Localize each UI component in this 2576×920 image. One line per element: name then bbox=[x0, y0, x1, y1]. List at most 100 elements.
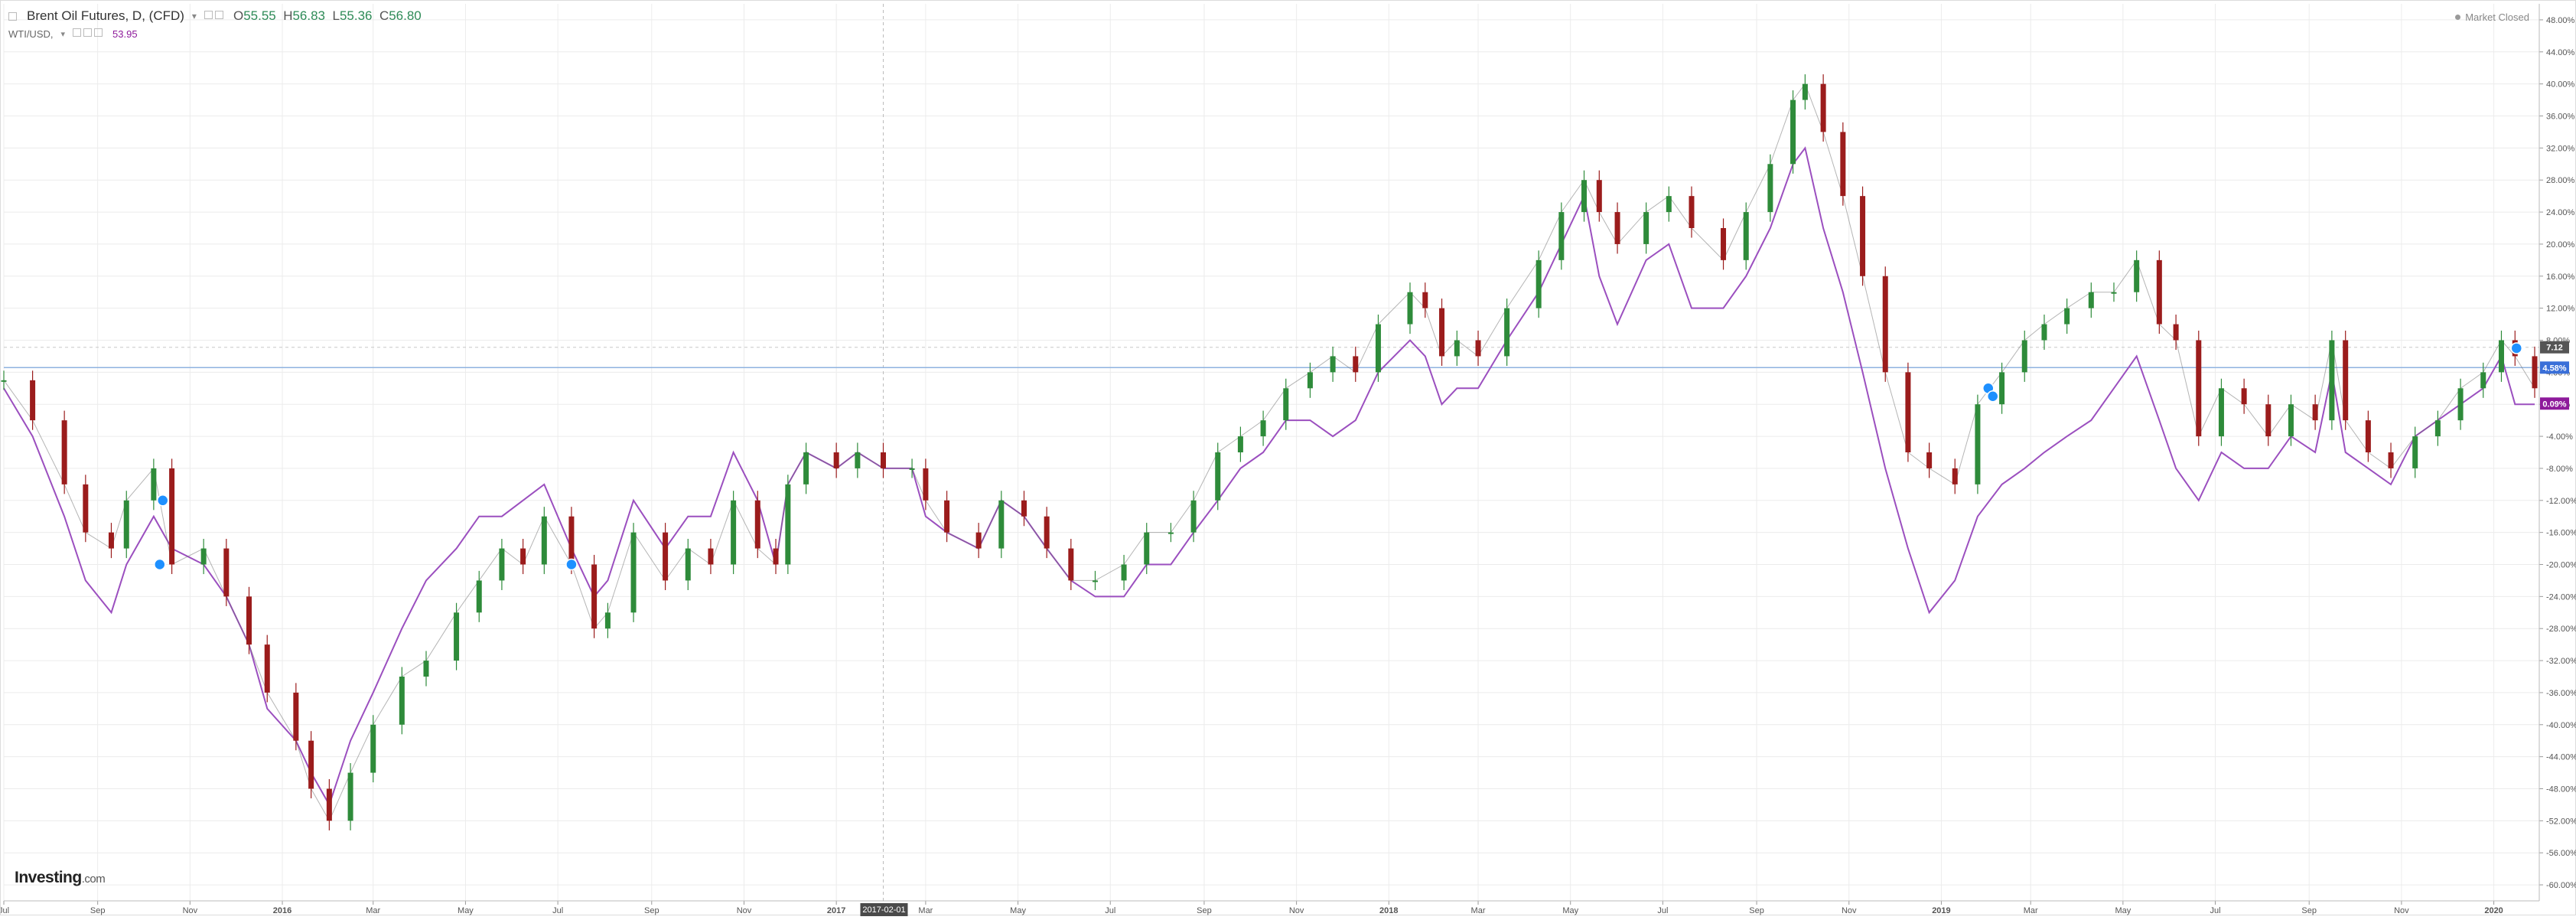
secondary-remove-icon[interactable] bbox=[94, 28, 103, 37]
brent-candle bbox=[2434, 410, 2441, 446]
candle-body bbox=[308, 740, 314, 789]
status-dot-icon bbox=[2455, 15, 2461, 20]
candle-body bbox=[2412, 436, 2418, 468]
candle-body bbox=[223, 548, 230, 597]
candle-body bbox=[1475, 340, 1481, 357]
candle-body bbox=[1330, 356, 1336, 373]
y-tick-label: -24.00% bbox=[2546, 592, 2576, 602]
y-tick-label: 40.00% bbox=[2546, 80, 2575, 90]
x-tick-label: May bbox=[458, 906, 474, 915]
brent-candle bbox=[685, 539, 691, 590]
brent-candle bbox=[1952, 458, 1958, 494]
brent-candle bbox=[1926, 442, 1933, 478]
candle-body bbox=[855, 452, 861, 468]
brent-candle bbox=[293, 683, 299, 751]
price-label-text: 4.58% bbox=[2542, 364, 2566, 373]
candle-body bbox=[1721, 228, 1727, 260]
brent-candle bbox=[2218, 378, 2224, 446]
brent-candle bbox=[1802, 74, 1808, 110]
candle-body bbox=[1504, 308, 1510, 357]
brent-candle bbox=[423, 651, 429, 687]
x-tick-label: 2019 bbox=[1932, 906, 1950, 915]
price-label-text: 0.09% bbox=[2542, 400, 2566, 409]
x-tick-label: Jul bbox=[1, 906, 9, 915]
hide-icon[interactable] bbox=[214, 11, 223, 19]
y-tick-label: -28.00% bbox=[2546, 625, 2576, 634]
candle-body bbox=[975, 532, 982, 549]
y-tick-label: 16.00% bbox=[2546, 272, 2575, 282]
brent-candle bbox=[2156, 250, 2162, 334]
brent-candle bbox=[308, 731, 314, 799]
secondary-chevron-icon[interactable]: ▾ bbox=[60, 29, 66, 39]
brent-candle bbox=[708, 539, 714, 575]
y-tick-label: -52.00% bbox=[2546, 817, 2576, 826]
candle-body bbox=[630, 532, 637, 613]
secondary-settings-icon[interactable] bbox=[73, 28, 82, 37]
settings-icon[interactable] bbox=[204, 11, 213, 19]
brent-candle bbox=[1422, 282, 1428, 318]
candle-body bbox=[2434, 420, 2441, 437]
brent-candle bbox=[1666, 186, 1672, 222]
brent-candle bbox=[1215, 442, 1221, 511]
x-tick-label: Sep bbox=[2301, 906, 2317, 915]
brent-trace bbox=[3, 83, 2535, 822]
candle-body bbox=[1121, 564, 1127, 581]
brent-candle bbox=[591, 554, 598, 638]
x-tick-label: May bbox=[1562, 906, 1578, 915]
candle-body bbox=[2265, 404, 2272, 437]
candle-body bbox=[2218, 388, 2224, 437]
x-tick-label: May bbox=[2115, 906, 2131, 915]
x-tick-label: Sep bbox=[1197, 906, 1212, 915]
brent-candle bbox=[833, 442, 839, 478]
market-status: Market Closed bbox=[2455, 11, 2529, 23]
y-tick-label: 28.00% bbox=[2546, 176, 2575, 185]
legend-chevron-icon[interactable]: ▾ bbox=[191, 11, 197, 21]
brent-candle bbox=[1144, 523, 1150, 575]
candle-body bbox=[2173, 324, 2179, 341]
x-tick-label: Mar bbox=[918, 906, 933, 915]
brent-candle bbox=[499, 539, 505, 590]
price-label-box bbox=[2540, 397, 2569, 410]
candle-body bbox=[1454, 340, 1460, 357]
y-tick-label: -8.00% bbox=[2546, 465, 2573, 474]
secondary-hide-icon[interactable] bbox=[83, 28, 93, 37]
brent-candle bbox=[1975, 394, 1981, 494]
brent-candle bbox=[246, 586, 252, 654]
brent-candle bbox=[1237, 426, 1243, 462]
event-marker-icon bbox=[2510, 342, 2523, 354]
candle-body bbox=[1926, 452, 1933, 468]
candle-body bbox=[2134, 259, 2140, 292]
candle-body bbox=[833, 452, 839, 468]
collapse-icon[interactable] bbox=[8, 11, 17, 21]
secondary-value: 53.95 bbox=[112, 28, 138, 40]
candle-body bbox=[2156, 259, 2162, 325]
candle-body bbox=[2329, 340, 2335, 421]
x-tick-label: Nov bbox=[1289, 906, 1304, 915]
candle-body bbox=[370, 724, 376, 773]
x-tick-label: Jul bbox=[2210, 906, 2221, 915]
candle-body bbox=[2480, 372, 2486, 389]
candle-body bbox=[1144, 532, 1150, 565]
brent-candle bbox=[520, 539, 526, 575]
candle-body bbox=[1190, 500, 1197, 533]
candle-body bbox=[454, 612, 460, 661]
brent-candle bbox=[1260, 410, 1266, 446]
brent-candle bbox=[1689, 186, 1695, 238]
candle-body bbox=[604, 612, 611, 629]
brent-candle bbox=[1475, 330, 1481, 366]
candle-body bbox=[326, 788, 332, 821]
y-tick-label: 44.00% bbox=[2546, 48, 2575, 57]
candle-body bbox=[2064, 308, 2070, 325]
brent-candle bbox=[1407, 282, 1413, 334]
brent-candle bbox=[2064, 299, 2070, 334]
brent-candle bbox=[1596, 170, 1602, 222]
brent-candle bbox=[944, 491, 950, 543]
candle-body bbox=[1802, 83, 1808, 100]
candle-body bbox=[520, 548, 526, 565]
candle-body bbox=[2021, 340, 2027, 373]
candle-body bbox=[1882, 276, 1888, 373]
candle-body bbox=[1407, 292, 1413, 325]
candle-body bbox=[2196, 340, 2202, 437]
